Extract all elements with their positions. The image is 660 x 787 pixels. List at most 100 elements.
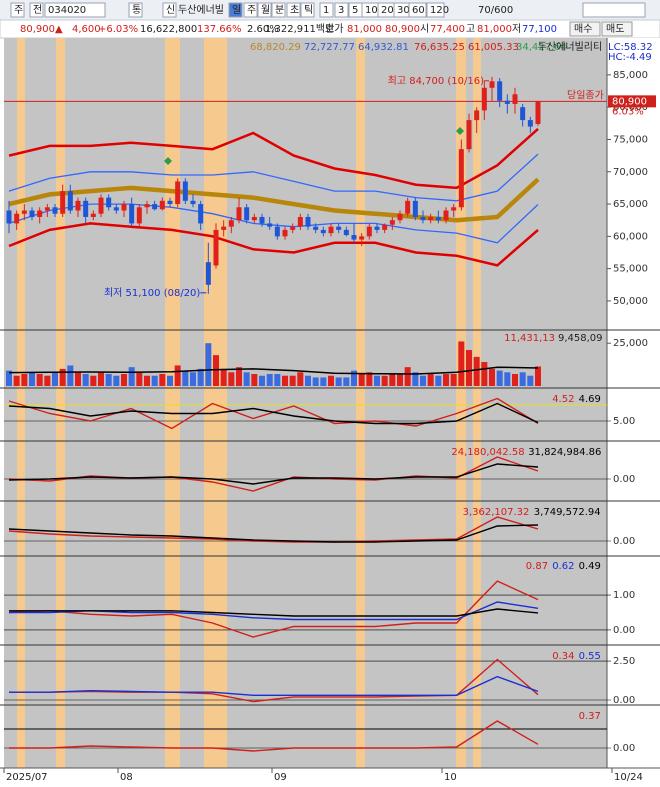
toolbar-button[interactable] bbox=[162, 2, 177, 18]
volume-average bbox=[8, 366, 539, 375]
toolbar-button[interactable] bbox=[426, 2, 445, 18]
search-box[interactable] bbox=[582, 2, 646, 18]
hc-label: HC:-4.49 bbox=[608, 52, 652, 63]
toolbar-label[interactable]: 통 bbox=[132, 4, 141, 16]
quote-value: 80,900 bbox=[20, 24, 55, 35]
toolbar-button[interactable] bbox=[10, 2, 25, 18]
toolbar-label[interactable]: 신 bbox=[166, 4, 175, 16]
volume-bar bbox=[136, 372, 143, 386]
candle-body bbox=[535, 101, 541, 124]
y-tick-label: 0.00 bbox=[613, 474, 635, 485]
axis-bg bbox=[607, 38, 660, 787]
volume-bar bbox=[259, 375, 265, 386]
order-button[interactable] bbox=[569, 21, 601, 37]
toolbar-label[interactable]: 3 bbox=[338, 5, 344, 16]
toolbar-button[interactable] bbox=[334, 2, 349, 18]
toolbar-button[interactable] bbox=[128, 2, 143, 18]
quote-value: 호가 bbox=[325, 23, 343, 35]
toolbar-button[interactable] bbox=[408, 2, 427, 18]
candle-body bbox=[497, 81, 503, 101]
quote-value: ▲ bbox=[55, 24, 63, 35]
toolbar-label[interactable]: 틱 bbox=[304, 4, 313, 16]
indicator-line bbox=[9, 720, 539, 752]
toolbar-button[interactable] bbox=[300, 2, 315, 18]
candle-body bbox=[405, 200, 411, 214]
candle-body bbox=[474, 110, 480, 121]
candle-body bbox=[267, 223, 273, 227]
toolbar-label[interactable]: 1 bbox=[323, 5, 329, 16]
y-tick-label: 85,000 bbox=[613, 70, 648, 81]
toolbar-label[interactable]: 초 bbox=[290, 4, 299, 16]
toolbar-label[interactable]: 120 bbox=[430, 5, 449, 16]
volume-bar bbox=[197, 368, 204, 386]
volume-bar bbox=[450, 374, 457, 386]
volume-bar bbox=[128, 367, 135, 386]
toolbar-button[interactable] bbox=[29, 2, 44, 18]
toolbar-label[interactable]: 20 bbox=[381, 5, 394, 16]
volume-bar bbox=[6, 370, 12, 386]
candle-body bbox=[382, 224, 388, 230]
volume-bar bbox=[504, 372, 511, 386]
quote-value: 고 bbox=[466, 24, 475, 35]
candle-body bbox=[44, 207, 50, 211]
toolbar-label[interactable]: 10 bbox=[365, 5, 378, 16]
x-tick-label: 08 bbox=[120, 772, 133, 783]
candle-body bbox=[98, 197, 104, 214]
toolbar-button[interactable] bbox=[44, 2, 106, 18]
toolbar-button[interactable] bbox=[257, 2, 272, 18]
candle-body bbox=[313, 226, 319, 230]
quote-value[interactable]: 매도 bbox=[606, 23, 624, 35]
volume-bar bbox=[90, 375, 97, 386]
toolbar-button[interactable] bbox=[319, 2, 334, 18]
volume-bar bbox=[105, 374, 112, 386]
x-tick-label: 10/24 bbox=[614, 772, 643, 783]
candle-body bbox=[366, 226, 372, 237]
toolbar-button[interactable] bbox=[243, 2, 258, 18]
toolbar-label[interactable]: 월 bbox=[261, 4, 270, 16]
volume-bar bbox=[251, 374, 258, 386]
volume-bar bbox=[82, 374, 89, 386]
candle-body bbox=[282, 229, 288, 237]
y-tick-label: 5.00 bbox=[613, 416, 635, 427]
candle-body bbox=[21, 210, 27, 214]
ma-legend: 61,005.33 bbox=[468, 42, 519, 53]
indicator-legend: 24,180,042.58 bbox=[451, 447, 524, 458]
toolbar-label[interactable]: 일 bbox=[232, 4, 241, 16]
quote-value: +6.03% bbox=[98, 24, 138, 35]
candle-body bbox=[213, 229, 219, 266]
indicator-line bbox=[9, 675, 539, 696]
toolbar-button[interactable] bbox=[286, 2, 301, 18]
toolbar-label[interactable]: 30 bbox=[397, 5, 410, 16]
candle-body bbox=[75, 200, 81, 211]
order-button[interactable] bbox=[601, 21, 633, 37]
overlay-line bbox=[8, 153, 539, 202]
toolbar-label[interactable]: 5 bbox=[352, 5, 358, 16]
indicator-legend: 0.37 bbox=[579, 711, 601, 722]
volume-bar bbox=[213, 355, 219, 386]
candle-body bbox=[106, 197, 112, 208]
x-tick-label: 2025/07 bbox=[6, 772, 48, 783]
candle-body bbox=[305, 216, 311, 227]
quote-value[interactable]: 매수 bbox=[574, 23, 592, 35]
toolbar-button[interactable] bbox=[271, 2, 286, 18]
toolbar-button[interactable] bbox=[228, 2, 243, 18]
candle-body bbox=[443, 210, 449, 221]
volume-legend: 9,458,09 bbox=[558, 333, 603, 344]
candle-body bbox=[389, 220, 395, 225]
volume-bar bbox=[381, 375, 388, 386]
price-box bbox=[608, 95, 656, 108]
high-label: 최고 84,700 (10/16) bbox=[388, 75, 484, 87]
toolbar-label[interactable]: 전 bbox=[33, 4, 42, 16]
volume-bar bbox=[289, 375, 296, 386]
y-tick-label: 1.00 bbox=[613, 590, 635, 601]
toolbar-label[interactable]: 분 bbox=[275, 4, 284, 16]
toolbar-label[interactable]: 60 bbox=[412, 5, 425, 16]
y-tick-label: 55,000 bbox=[613, 264, 648, 275]
toolbar-label[interactable]: 034020 bbox=[48, 5, 86, 16]
candle-body bbox=[129, 204, 135, 224]
volume-bar bbox=[328, 375, 334, 386]
toolbar-label[interactable]: 주 bbox=[247, 5, 256, 16]
toolbar-label[interactable]: 주 bbox=[14, 5, 23, 16]
volume-bar bbox=[21, 374, 28, 386]
overlay-line bbox=[8, 177, 540, 223]
